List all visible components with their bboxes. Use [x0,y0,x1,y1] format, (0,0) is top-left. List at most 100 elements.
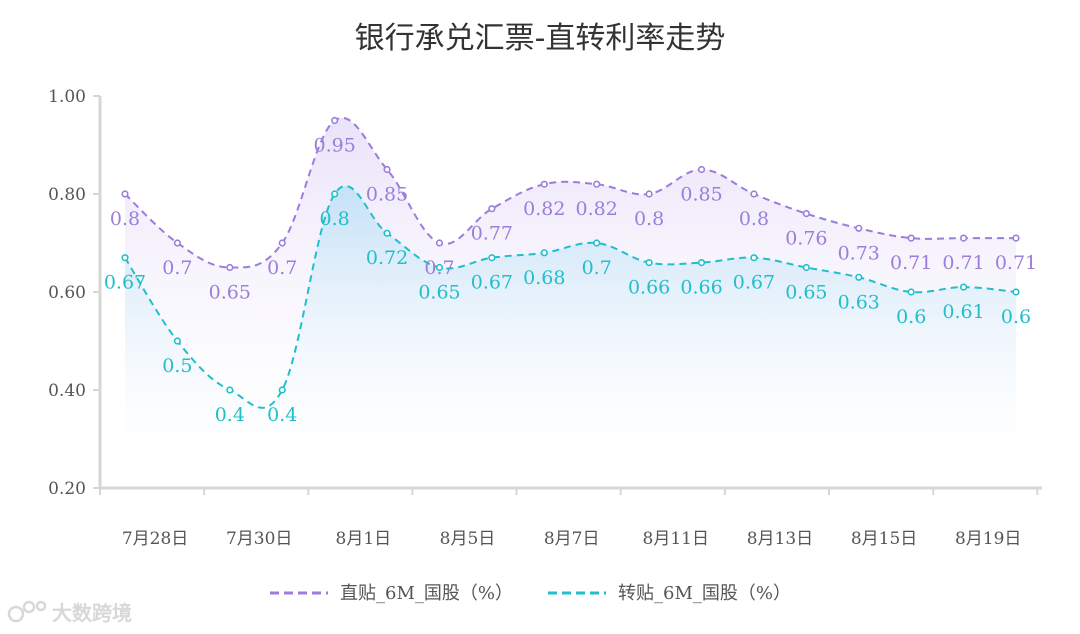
series1-data-label: 0.71 [995,252,1037,274]
series2-point [331,190,339,198]
series2-data-label: 0.67 [471,272,513,294]
series2-point [540,249,548,257]
series2-point [593,239,601,247]
series1-point [750,190,758,198]
series1-data-label: 0.82 [576,198,618,220]
series2-data-label: 0.6 [1001,306,1031,328]
series2-data-label: 0.61 [942,301,984,323]
area-layer [125,117,1016,470]
series1-point [697,165,706,174]
series2-point [1012,288,1020,296]
series2-point [226,386,234,394]
x-tick-label: 8月11日 [643,529,709,549]
series2-point [750,254,758,262]
series2-data-label: 0.4 [267,404,297,426]
series2-point [855,273,863,281]
legend: 直贴_6M_国股（%） 转贴_6M_国股（%） [270,583,791,604]
legend-label-series1: 直贴_6M_国股（%） [340,583,513,604]
y-tick-label: 0.40 [48,381,86,401]
series1-data-label: 0.8 [739,208,769,230]
series1-point [959,234,968,242]
series2-point [907,288,915,296]
series2-data-label: 0.65 [418,282,460,304]
series2-data-label: 0.67 [733,272,775,294]
series1-point [907,234,915,242]
point-layer [121,116,1020,394]
watermark-text: 大数跨境 [52,601,132,625]
series2-data-label: 0.4 [215,404,245,426]
series2-point [959,283,968,291]
series2-data-label: 0.5 [162,355,192,377]
series1-data-label: 0.7 [424,257,454,279]
series1-point [173,239,182,247]
series2-point [278,386,286,394]
series2-point [435,263,444,272]
x-tick-label: 7月30日 [226,529,292,549]
series1-point [855,224,863,232]
series1-data-label: 0.85 [366,184,408,206]
series1-point [435,239,444,247]
series2-data-label: 0.8 [320,208,350,230]
series1-point [488,205,496,213]
y-tick-label: 1.00 [48,87,86,107]
series1-data-label: 0.71 [942,252,984,274]
series1-data-label: 0.7 [162,257,192,279]
series2-data-label: 0.66 [680,277,722,299]
legend-label-series2: 转贴_6M_国股（%） [618,583,791,604]
chart-title: 银行承兑汇票-直转利率走势 [355,21,726,56]
series1-data-label: 0.73 [838,242,880,264]
series1-point [226,263,234,272]
series1-point [1012,234,1020,242]
series1-data-label: 0.65 [209,282,251,304]
series1-data-label: 0.77 [471,223,513,245]
series1-data-label: 0.95 [313,135,355,157]
y-tick-label: 0.60 [48,283,86,303]
series2-point [697,259,706,267]
x-tick-label: 8月15日 [851,529,917,549]
brand-logo-icon [7,600,47,623]
series1-data-label: 0.8 [110,208,140,230]
series2-area [125,185,1016,470]
x-tick-label: 8月13日 [747,529,813,549]
x-tick-label: 8月5日 [440,529,496,549]
series2-point [802,263,810,272]
series1-point [593,180,601,188]
legend-item-series1[interactable]: 直贴_6M_国股（%） [270,583,513,604]
x-tick-label: 8月19日 [955,529,1021,549]
series2-data-label: 0.7 [582,257,612,279]
x-tick-label: 8月7日 [544,529,600,549]
x-tick-label: 7月28日 [122,529,188,549]
series1-point [802,210,810,218]
series1-point [645,190,653,198]
series1-point [331,116,339,125]
y-tick-label: 0.80 [48,185,86,205]
series2-data-label: 0.63 [838,291,880,313]
series2-data-label: 0.6 [896,306,926,328]
axes-layer: 0.20 0.40 0.60 0.80 1.00 7月28日 7月30日 8月1日 8月5日 8月… [48,87,1042,549]
series1-data-label: 0.82 [523,198,565,220]
series1-data-label: 0.85 [680,184,722,206]
series2-point [121,254,129,262]
series2-point [383,229,391,237]
series2-data-label: 0.66 [628,277,670,299]
watermark: 大数跨境 [7,600,132,625]
series2-point [645,259,653,267]
legend-item-series2[interactable]: 转贴_6M_国股（%） [548,583,791,604]
series1-data-label: 0.7 [267,257,297,279]
series2-data-label: 0.65 [785,282,827,304]
series2-point [488,254,496,262]
y-tick-label: 0.20 [48,479,86,499]
series1-point [278,239,286,247]
label-layer: 0.8 0.7 0.65 0.7 0.95 0.85 0.7 0.77 0.82 0.82 0.8 0… [104,135,1037,427]
series2-data-label: 0.67 [104,272,146,294]
series1-data-label: 0.71 [890,252,932,274]
series1-data-label: 0.8 [634,208,664,230]
series2-data-label: 0.72 [366,247,408,269]
x-tick-label: 8月1日 [336,529,392,549]
series1-point [383,165,391,174]
series1-data-label: 0.76 [785,228,827,250]
series1-point [540,180,548,188]
series2-data-label: 0.68 [523,267,565,289]
series2-point [173,337,182,345]
